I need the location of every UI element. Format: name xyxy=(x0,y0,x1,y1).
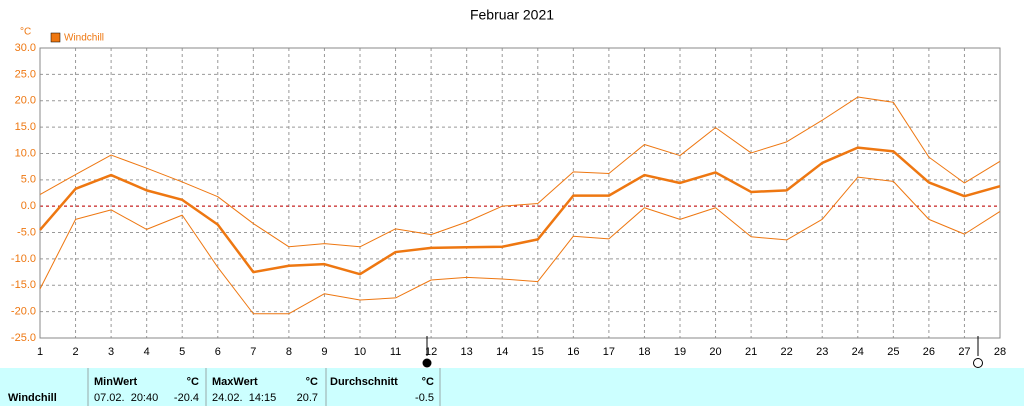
x-tick-label: 14 xyxy=(496,346,508,358)
x-tick-label: 12 xyxy=(425,346,437,358)
x-tick-label: 24 xyxy=(852,346,864,358)
x-tick-label: 2 xyxy=(72,346,78,358)
legend-swatch xyxy=(50,32,61,43)
y-tick-label: 30.0 xyxy=(15,42,36,54)
x-tick-label: 26 xyxy=(923,346,935,358)
stats-header: Durchschnitt xyxy=(330,376,398,388)
x-tick-label: 27 xyxy=(958,346,970,358)
stats-unit: °C xyxy=(306,376,318,388)
y-tick-label: 0.0 xyxy=(21,200,36,212)
y-tick-label: 10.0 xyxy=(15,147,36,159)
x-tick-label: 13 xyxy=(461,346,473,358)
stats-header: MaxWert xyxy=(212,376,258,388)
y-tick-label: -20.0 xyxy=(11,306,36,318)
x-tick-label: 9 xyxy=(321,346,327,358)
y-unit: °C xyxy=(20,27,31,38)
x-tick-label: 11 xyxy=(390,346,401,358)
y-tick-label: 5.0 xyxy=(21,174,36,186)
x-tick-label: 1 xyxy=(37,346,43,358)
stats-value: -0.5 xyxy=(415,392,434,404)
x-tick-label: 3 xyxy=(108,346,114,358)
x-tick-label: 17 xyxy=(603,346,615,358)
y-tick-label: 25.0 xyxy=(15,68,36,80)
x-tick-label: 4 xyxy=(144,346,150,358)
plot-border xyxy=(39,47,1001,339)
x-tick-label: 28 xyxy=(994,346,1006,358)
stats-value: -20.4 xyxy=(174,392,199,404)
series-line xyxy=(39,146,1001,276)
stats-unit: °C xyxy=(422,376,434,388)
stats-label: Windchill xyxy=(8,392,57,404)
plot: -25.0 -20.0 -15.0 -10.0 -5.0 0.0 5.0 10.0 15.0 20… xyxy=(11,33,1006,358)
x-tick-label: 22 xyxy=(781,346,793,358)
y-tick-label: -15.0 xyxy=(11,279,36,291)
x-tick-label: 23 xyxy=(816,346,828,358)
y-tick-label: 20.0 xyxy=(15,95,36,107)
series-line xyxy=(39,96,1001,248)
full-moon-icon xyxy=(422,358,432,368)
x-tick-label: 5 xyxy=(179,346,185,358)
x-tick-label: 7 xyxy=(250,346,256,358)
x-tick-label: 16 xyxy=(567,346,579,358)
x-tick-label: 10 xyxy=(354,346,366,358)
legend-label: Windchill xyxy=(64,33,104,44)
x-tick-label: 20 xyxy=(709,346,721,358)
stats-header: MinWert xyxy=(94,376,138,388)
x-tick-label: 21 xyxy=(745,346,757,358)
series-line xyxy=(39,176,1001,315)
new-moon-icon xyxy=(973,358,983,368)
y-tick-label: -5.0 xyxy=(17,226,36,238)
stats-dividers xyxy=(87,368,441,406)
stats-value: 20.7 xyxy=(297,392,318,404)
stats-time: 07.02. 20:40 xyxy=(94,392,158,404)
y-tick-label: -10.0 xyxy=(11,253,36,265)
stats-unit: °C xyxy=(187,376,199,388)
y-tick-label: 15.0 xyxy=(15,121,36,133)
x-tick-label: 25 xyxy=(887,346,899,358)
x-tick-label: 15 xyxy=(532,346,544,358)
x-tick-label: 6 xyxy=(215,346,221,358)
chart-title: Februar 2021 xyxy=(470,7,554,23)
y-tick-label: -25.0 xyxy=(11,332,36,344)
x-tick-label: 8 xyxy=(286,346,292,358)
stats-time: 24.02. 14:15 xyxy=(212,392,276,404)
stats-bg xyxy=(0,368,1024,406)
x-tick-label: 18 xyxy=(638,346,650,358)
x-tick-label: 19 xyxy=(674,346,686,358)
